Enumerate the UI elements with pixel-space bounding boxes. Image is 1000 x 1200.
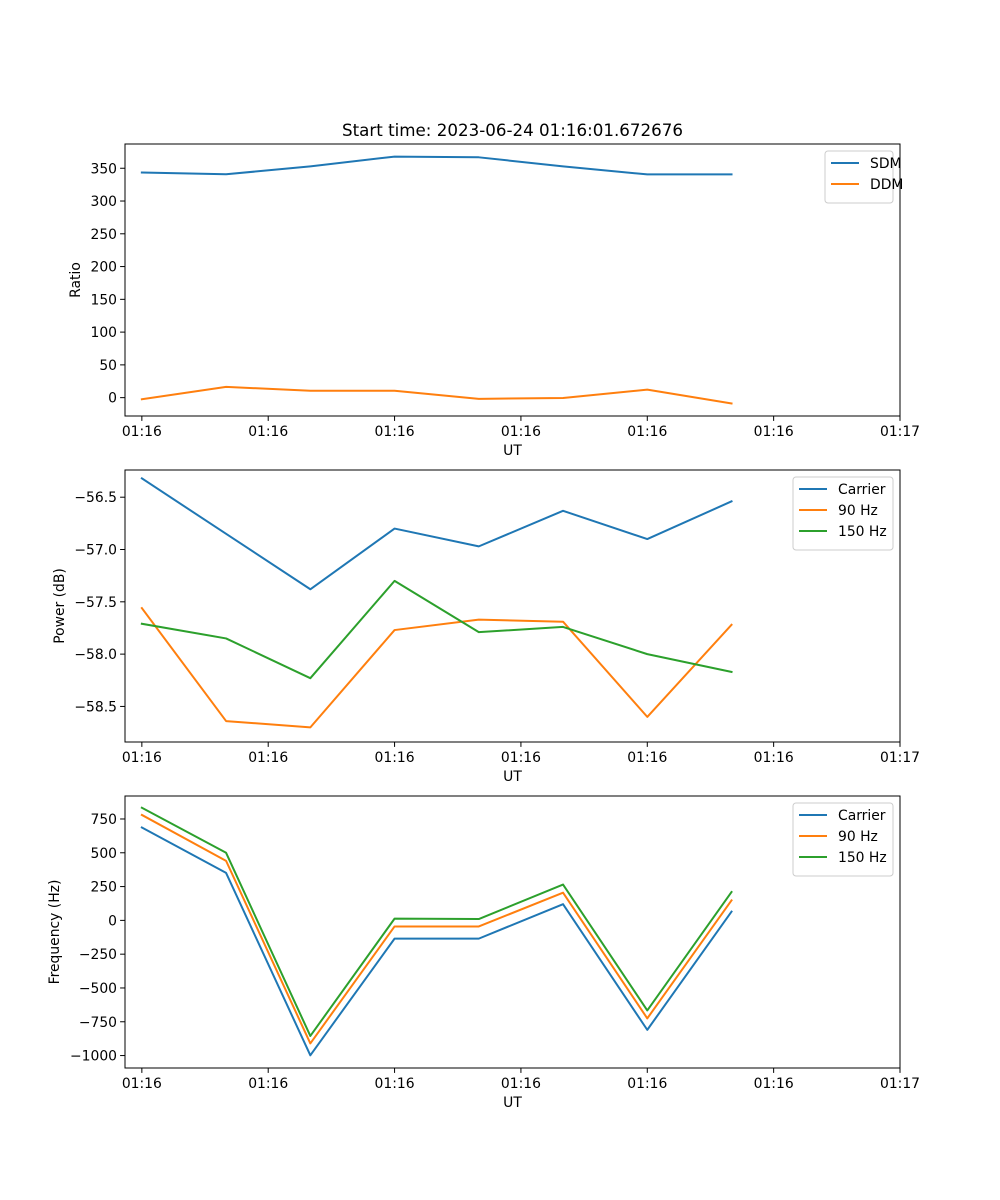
y-tick-label: 500 (90, 846, 117, 862)
legend: SDM DDM (824, 150, 903, 204)
x-tick-label: 01:17 (880, 750, 920, 766)
plot-frame (124, 795, 901, 1069)
y-tick-label: −56.5 (74, 490, 117, 506)
legend-label: Carrier (838, 482, 886, 498)
x-tick-label: 01:16 (248, 750, 288, 766)
y-axis-label: Frequency (Hz) (47, 880, 63, 985)
chart-panel-2: 01:16 01:16 01:16 01:16 01:16 01:16 01:17 −58.5… (52, 469, 920, 785)
y-tick-label: −57.5 (74, 595, 117, 611)
chart-panel-3: 01:16 01:16 01:16 01:16 01:16 01:16 01:17 −1000… (47, 795, 920, 1111)
series-line-carrier (140, 476, 733, 591)
series-line-carrier (140, 826, 733, 1057)
x-tick-label: 01:16 (375, 1076, 415, 1092)
chart-title: Start time: 2023-06-24 01:16:01.672676 (342, 120, 683, 140)
legend-label: DDM (870, 177, 903, 193)
series-line-150-hz (140, 579, 733, 680)
legend: Carrier 90 Hz 150 Hz (792, 476, 894, 551)
x-tick-label: 01:16 (627, 1076, 667, 1092)
y-tick-label: 350 (90, 161, 117, 177)
x-tick-label: 01:16 (248, 424, 288, 440)
x-tick-label: 01:17 (880, 1076, 920, 1092)
legend-label: Carrier (838, 808, 886, 824)
x-tick-label: 01:16 (375, 750, 415, 766)
x-tick-label: 01:16 (248, 1076, 288, 1092)
x-tick-label: 01:16 (754, 750, 794, 766)
y-tick-label: 750 (90, 812, 117, 828)
x-tick-label: 01:16 (122, 1076, 162, 1092)
series-line-90-hz (140, 813, 733, 1045)
y-tick-label: 0 (108, 391, 117, 407)
plot-frame (124, 143, 901, 417)
y-axis-label: Ratio (68, 262, 84, 298)
plot-frame (124, 469, 901, 743)
series-line-150-hz (140, 806, 733, 1037)
y-tick-label: 200 (90, 260, 117, 276)
legend-label: SDM (870, 156, 902, 172)
y-tick-label: 250 (90, 880, 117, 896)
y-tick-label: 150 (90, 292, 117, 308)
y-tick-label: −58.5 (74, 699, 117, 715)
series-line-sdm (140, 155, 733, 176)
x-axis-label: UT (503, 443, 522, 459)
y-tick-label: −58.0 (74, 647, 117, 663)
y-axis-label: Power (dB) (52, 568, 68, 644)
legend: Carrier 90 Hz 150 Hz (792, 802, 894, 877)
y-tick-label: 50 (99, 358, 117, 374)
series-line-90-hz (140, 606, 733, 729)
legend-label: 150 Hz (838, 524, 887, 540)
y-tick-label: −1000 (70, 1049, 117, 1065)
y-tick-label: −750 (79, 1015, 117, 1031)
legend-label: 90 Hz (838, 829, 878, 845)
x-tick-label: 01:16 (627, 750, 667, 766)
x-tick-label: 01:16 (754, 424, 794, 440)
y-tick-label: 300 (90, 194, 117, 210)
x-tick-label: 01:16 (501, 424, 541, 440)
legend-label: 150 Hz (838, 850, 887, 866)
legend-label: 90 Hz (838, 503, 878, 519)
y-tick-label: 250 (90, 227, 117, 243)
x-tick-label: 01:16 (501, 1076, 541, 1092)
y-tick-label: −57.0 (74, 543, 117, 559)
x-tick-label: 01:16 (375, 424, 415, 440)
x-tick-label: 01:16 (122, 750, 162, 766)
y-tick-label: −500 (79, 981, 117, 997)
series-line-ddm (140, 385, 733, 405)
x-axis-label: UT (503, 769, 522, 785)
y-tick-label: −250 (79, 947, 117, 963)
chart-panel-1: 01:16 01:16 01:16 01:16 01:16 01:16 01:17 0 50 10… (68, 120, 920, 459)
x-axis-label: UT (503, 1095, 522, 1111)
y-tick-label: 100 (90, 325, 117, 341)
y-tick-label: 0 (108, 913, 117, 929)
x-tick-label: 01:16 (754, 1076, 794, 1092)
x-tick-label: 01:16 (122, 424, 162, 440)
x-tick-label: 01:17 (880, 424, 920, 440)
x-tick-label: 01:16 (501, 750, 541, 766)
x-tick-label: 01:16 (627, 424, 667, 440)
